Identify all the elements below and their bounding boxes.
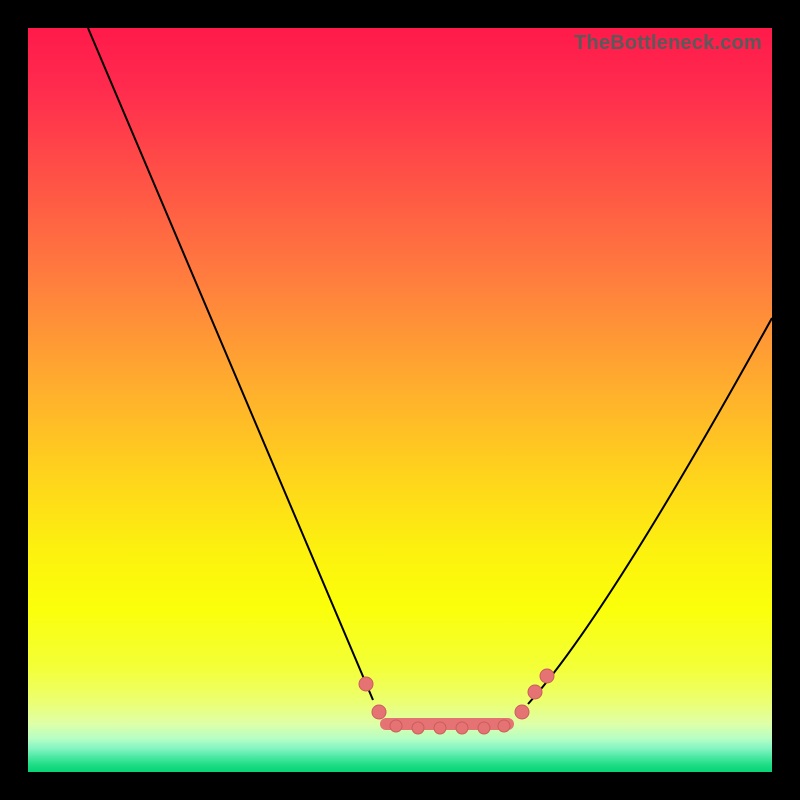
curves-layer (28, 28, 772, 772)
plot-area: TheBottleneck.com (28, 28, 772, 772)
marker-dot (528, 685, 542, 699)
marker-dot (515, 705, 529, 719)
right-curve (528, 318, 772, 704)
marker-dot (390, 720, 402, 732)
marker-dot (372, 705, 386, 719)
marker-dot (412, 722, 424, 734)
marker-dot (498, 720, 510, 732)
marker-dot (456, 722, 468, 734)
chart-frame: TheBottleneck.com (0, 0, 800, 800)
marker-dot (540, 669, 554, 683)
marker-dot (478, 722, 490, 734)
left-curve (88, 28, 373, 700)
marker-dot (434, 722, 446, 734)
marker-dot (359, 677, 373, 691)
